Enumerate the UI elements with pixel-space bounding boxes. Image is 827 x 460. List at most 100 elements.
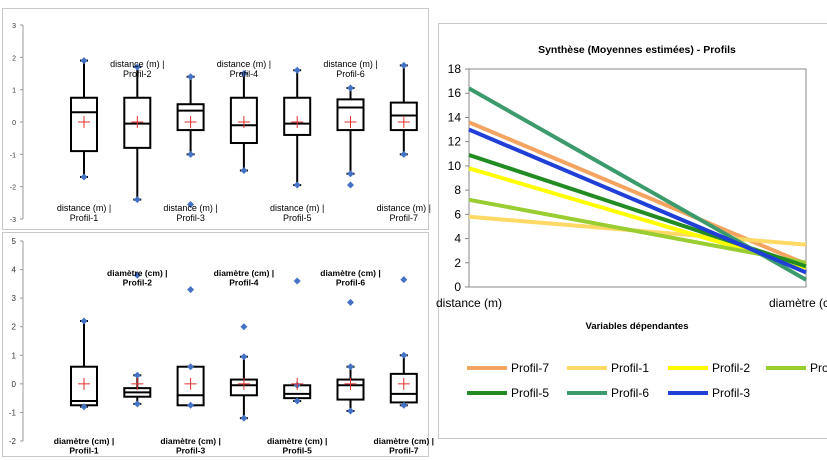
y-tick-label: -1	[9, 408, 17, 417]
y-tick-label: 6	[454, 207, 461, 221]
box-label-variable: diamètre (cm) |	[160, 436, 220, 446]
box-label-variable: distance (m) |	[270, 203, 324, 213]
series-line	[468, 120, 807, 266]
y-tick-label: -2	[9, 437, 17, 446]
extreme-marker	[80, 317, 88, 325]
legend-label: Profil-7	[511, 361, 549, 375]
y-tick-label: 0	[12, 380, 17, 389]
box-label-variable: distance (m) |	[323, 59, 377, 69]
legend-label: Profil-4	[810, 361, 827, 375]
extreme-marker	[80, 403, 88, 411]
box-label-variable: distance (m) |	[110, 59, 164, 69]
extreme-marker	[347, 407, 354, 415]
y-tick-label: 1	[12, 88, 16, 95]
box-label-variable: distance (m) |	[217, 59, 271, 69]
x-tick-label: diamètre (cm)	[769, 296, 827, 310]
y-tick-label: -2	[10, 185, 16, 192]
extreme-marker	[240, 414, 248, 422]
line-chart-panel: Synthèse (Moyennes estimées) - Profils 0 2…	[436, 23, 827, 439]
extreme-marker	[187, 150, 195, 158]
y-tick-label: 3	[12, 23, 16, 30]
y-tick-label: 0	[454, 280, 461, 294]
box-label-variable: diamètre (cm) |	[374, 436, 434, 446]
chart-title: Synthèse (Moyennes estimées) - Profils	[538, 44, 736, 56]
extreme-marker	[187, 73, 195, 81]
box-label-profil: Profil-7	[389, 446, 419, 456]
extreme-marker	[293, 66, 301, 74]
extreme-marker	[240, 353, 248, 361]
box-label-profil: Profil-2	[123, 69, 152, 79]
outlier-marker	[347, 298, 354, 306]
legend-label: Profil-3	[712, 386, 750, 400]
extreme-marker	[347, 170, 354, 178]
box-label-variable: diamètre (cm) |	[214, 268, 274, 278]
outlier-marker	[400, 276, 408, 284]
line-chart-synthese: Synthèse (Moyennes estimées) - Profils 0 2…	[436, 44, 827, 400]
y-tick-label: -3	[10, 217, 16, 224]
legend-label: Profil-1	[611, 361, 649, 375]
box-label-profil: Profil-5	[283, 446, 313, 456]
outlier-marker	[187, 286, 195, 294]
extreme-marker	[133, 400, 141, 408]
outlier-marker	[240, 323, 248, 331]
extreme-marker	[187, 363, 195, 371]
boxplot-panel-diametre: -2 -1 0 1 2 3 4 5 diamètre (cm) | Profil-1 diamètr…	[2, 232, 434, 457]
y-tick-label: -1	[10, 152, 16, 159]
legend-label: Profil-5	[511, 386, 549, 400]
extreme-marker	[400, 61, 408, 69]
outlier-marker	[133, 271, 141, 279]
y-tick-label: 10	[448, 159, 462, 173]
y-tick-label: 8	[454, 183, 461, 197]
box-label-profil: Profil-5	[283, 213, 312, 223]
box-label-profil: Profil-7	[390, 213, 419, 223]
y-tick-label: 0	[12, 120, 16, 127]
box-label-profil: Profil-3	[176, 213, 205, 223]
y-tick-label: 12	[448, 135, 462, 149]
extreme-marker	[400, 150, 408, 158]
series-line	[468, 127, 807, 275]
box-label-profil: Profil-3	[176, 446, 206, 456]
box-label-variable: distance (m) |	[57, 203, 111, 213]
extreme-marker	[240, 167, 248, 174]
extreme-marker	[400, 401, 408, 409]
iqr-box	[389, 372, 418, 404]
extreme-marker	[400, 351, 408, 359]
y-tick-label: 2	[454, 256, 461, 270]
y-tick-label: 16	[448, 86, 462, 100]
y-tick-label: 4	[454, 232, 461, 246]
y-tick-label: 3	[12, 294, 17, 303]
legend-label: Profil-6	[611, 386, 649, 400]
y-tick-label: 5	[12, 237, 17, 246]
box-label-profil: Profil-6	[336, 69, 365, 79]
extreme-marker	[347, 84, 354, 92]
box-label-variable: diamètre (cm) |	[54, 436, 114, 446]
extreme-marker	[293, 181, 301, 189]
box-label-profil: Profil-4	[230, 69, 259, 79]
y-tick-label: 4	[12, 266, 17, 275]
x-axis-title: Variables dépendantes	[586, 321, 689, 332]
x-tick-label: distance (m)	[436, 296, 502, 310]
y-tick-label: 1	[12, 351, 17, 360]
box-label-profil: Profil-6	[336, 278, 366, 288]
outlier-marker	[347, 181, 354, 189]
y-tick-label: 2	[12, 55, 16, 62]
y-tick-label: 2	[12, 323, 17, 332]
box-label-variable: diamètre (cm) |	[107, 268, 167, 278]
extreme-marker	[293, 397, 301, 405]
extreme-marker	[240, 70, 248, 77]
extreme-marker	[133, 196, 141, 204]
box-label-profil: Profil-4	[229, 278, 259, 288]
outlier-marker	[187, 200, 195, 208]
legend-label: Profil-2	[712, 361, 750, 375]
outlier-marker	[293, 277, 301, 285]
box-label-variable: distance (m) |	[377, 203, 431, 213]
extreme-marker	[80, 57, 88, 65]
plot-area	[468, 68, 807, 288]
box-label-profil: Profil-1	[69, 446, 99, 456]
box-label-variable: distance (m) |	[163, 203, 217, 213]
extreme-marker	[347, 363, 354, 371]
extreme-marker	[187, 401, 195, 409]
box-label-profil: Profil-1	[70, 213, 99, 223]
